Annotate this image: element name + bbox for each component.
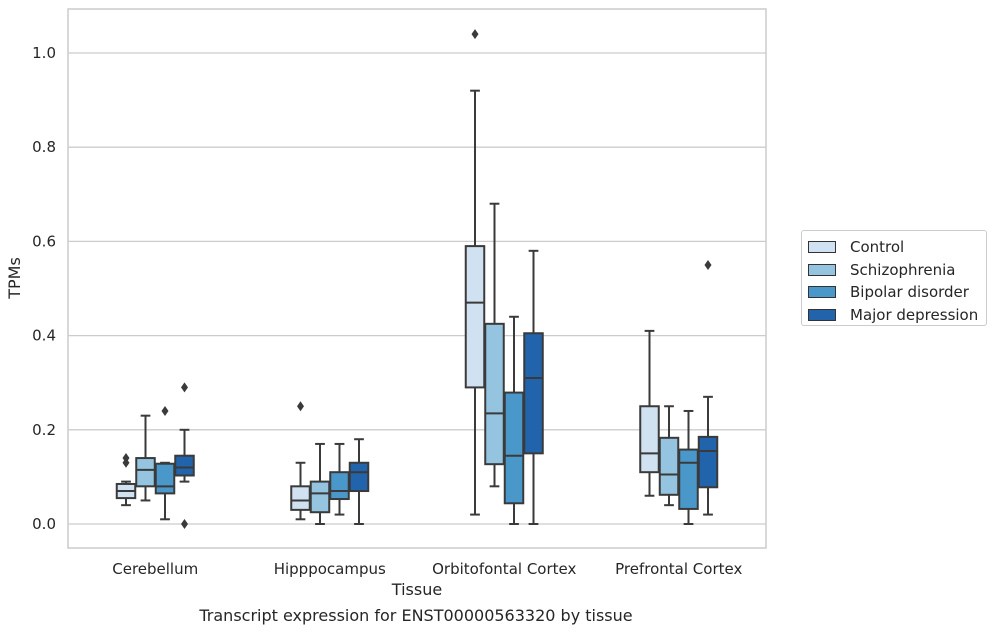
y-tick-labels: 0.0 0.2 0.4 0.6 0.8 1.0 [32, 44, 56, 533]
box-schizophrenia [309, 442, 331, 525]
box-iqr [523, 332, 544, 455]
outlier-point [181, 519, 188, 529]
y-axis-label: TPMs [5, 257, 24, 300]
legend-item: Control [808, 236, 986, 259]
box-iqr [348, 461, 370, 493]
legend-item: Bipolar disorder [808, 281, 986, 304]
box-major-depression [697, 259, 719, 516]
y-tick-label: 0.6 [32, 232, 56, 250]
plot-frame [67, 8, 767, 549]
box-control [115, 453, 137, 507]
x-tick-label: Orbitofontal Cortex [432, 560, 576, 578]
box-control [464, 29, 486, 516]
box-iqr [309, 480, 331, 514]
legend: Control Schizophrenia Bipolar disorder Majo… [801, 230, 987, 326]
box-iqr [503, 391, 525, 505]
y-tick-label: 0.2 [32, 421, 56, 439]
box-iqr [290, 485, 311, 511]
box-iqr [174, 454, 195, 477]
box-iqr [135, 457, 156, 488]
box-iqr [464, 245, 486, 389]
x-tick-labels: Cerebellum Hipppocampus Orbitofontal Corte… [112, 560, 742, 578]
outlier-point [297, 401, 304, 412]
outlier-point [471, 29, 479, 40]
legend-label: Control [850, 238, 905, 257]
chart-caption: Transcript expression for ENST0000056332… [199, 606, 633, 625]
box-schizophrenia [484, 202, 505, 488]
x-tick-label: Prefrontal Cortex [615, 560, 742, 578]
box-iqr [639, 405, 660, 474]
box-schizophrenia [135, 414, 156, 502]
outlier-point [181, 382, 188, 393]
x-axis-label: Tissue [391, 580, 442, 599]
boxes [115, 29, 719, 529]
outlier-point [704, 259, 712, 270]
box-schizophrenia [658, 405, 680, 507]
box-bipolar-disorder [678, 409, 699, 525]
legend-label: Major depression [850, 305, 979, 324]
legend-label: Bipolar disorder [850, 283, 969, 302]
outlier-point [122, 453, 130, 464]
box-control [639, 329, 660, 497]
x-tick-label: Hipppocampus [274, 560, 386, 578]
legend-label: Schizophrenia [850, 260, 956, 279]
box-bipolar-disorder [154, 405, 176, 521]
box-major-depression [174, 382, 195, 529]
x-tick-label: Cerebellum [112, 560, 198, 578]
box-control [290, 401, 311, 521]
legend-item: Schizophrenia [808, 259, 986, 282]
box-iqr [658, 436, 680, 496]
legend-swatch [808, 241, 836, 254]
box-bipolar-disorder [503, 315, 525, 525]
box-iqr [484, 322, 505, 466]
box-iqr [697, 435, 719, 489]
legend-swatch [808, 286, 836, 299]
box-major-depression [348, 438, 370, 525]
y-tick-label: 0.8 [32, 138, 56, 156]
y-tick-label: 0.0 [32, 515, 56, 533]
box-bipolar-disorder [329, 442, 350, 516]
box-major-depression [523, 249, 544, 525]
box-iqr [154, 462, 176, 495]
y-tick-label: 0.4 [32, 327, 56, 345]
box-iqr [329, 471, 350, 501]
legend-swatch [808, 263, 836, 276]
legend-item: Major depression [808, 304, 986, 327]
legend-swatch [808, 308, 836, 321]
y-tick-label: 1.0 [32, 44, 56, 62]
box-iqr [678, 448, 699, 510]
outlier-point [161, 405, 169, 416]
